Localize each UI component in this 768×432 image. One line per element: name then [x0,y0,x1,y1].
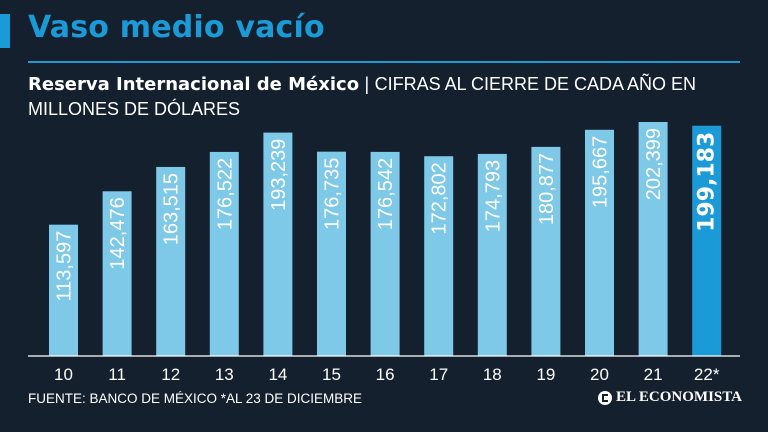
brand-mark-icon [598,390,612,405]
bar-value-label-17: 172,802 [429,162,451,234]
bar-22 [692,125,722,356]
bar-value-label-21: 202,399 [643,128,665,200]
x-tick-17: 17 [429,365,448,384]
bar-21 [638,122,668,356]
bar-12 [156,166,186,356]
bar-value-label-13: 176,522 [214,158,236,230]
bar-17 [424,156,454,356]
bar-value-label-14: 193,239 [268,139,290,211]
x-tick-11: 11 [108,365,126,384]
x-tick-13: 13 [215,365,234,384]
brand-name: EL ECONOMISTA [616,389,742,405]
page-title: Vaso medio vacío [28,10,325,45]
x-tick-20: 20 [590,365,609,384]
x-tick-14: 14 [268,365,287,384]
bar-value-label-22: 199,183 [695,132,720,232]
bar-value-label-10: 113,597 [54,231,76,302]
bar-15 [317,151,346,356]
bar-11 [102,191,132,356]
x-tick-21: 21 [644,365,663,384]
x-tick-15: 15 [322,365,341,384]
x-tick-16: 16 [376,365,395,384]
source-note: FUENTE: BANCO DE MÉXICO *AL 23 DE DICIEM… [28,391,363,406]
bar-13 [209,151,239,356]
brand-logo: EL ECONOMISTA [598,389,742,406]
x-tick-19: 19 [536,365,555,384]
bar-16 [370,151,400,356]
subtitle-bold: Reserva Internacional de México [28,74,360,95]
bar-value-label-18: 174,793 [482,160,504,232]
x-tick-18: 18 [483,365,502,384]
subtitle-separator: | [364,74,370,94]
bar-value-label-20: 195,667 [590,136,612,208]
bar-value-label-12: 163,515 [161,173,183,245]
bars-group: 113,597 142,476 163,515 176,522 193,239 176,7… [49,122,722,356]
subtitle-light: CIFRAS AL CIERRE DE CADA AÑO EN MILLONES… [28,74,696,119]
bar-value-label-11: 142,476 [107,197,129,269]
x-tick-12: 12 [161,365,180,384]
bar-14 [263,132,293,356]
title-accent-bar [0,14,10,48]
x-tick-labels: 10 11 12 13 14 15 16 17 18 19 20 21 22* [54,365,720,384]
chart-subtitle: Reserva Internacional de México | CIFRAS… [28,72,748,122]
bar-value-label-19: 180,877 [536,153,558,225]
bar-value-label-15: 176,735 [322,158,344,230]
x-tick-22: 22* [694,365,720,384]
bar-value-label-16: 176,542 [375,158,397,230]
bar-10 [49,224,78,356]
bar-20 [585,129,614,356]
title-divider [28,61,740,63]
bar-19 [531,146,561,356]
x-tick-10: 10 [54,365,73,384]
bar-18 [477,153,507,356]
